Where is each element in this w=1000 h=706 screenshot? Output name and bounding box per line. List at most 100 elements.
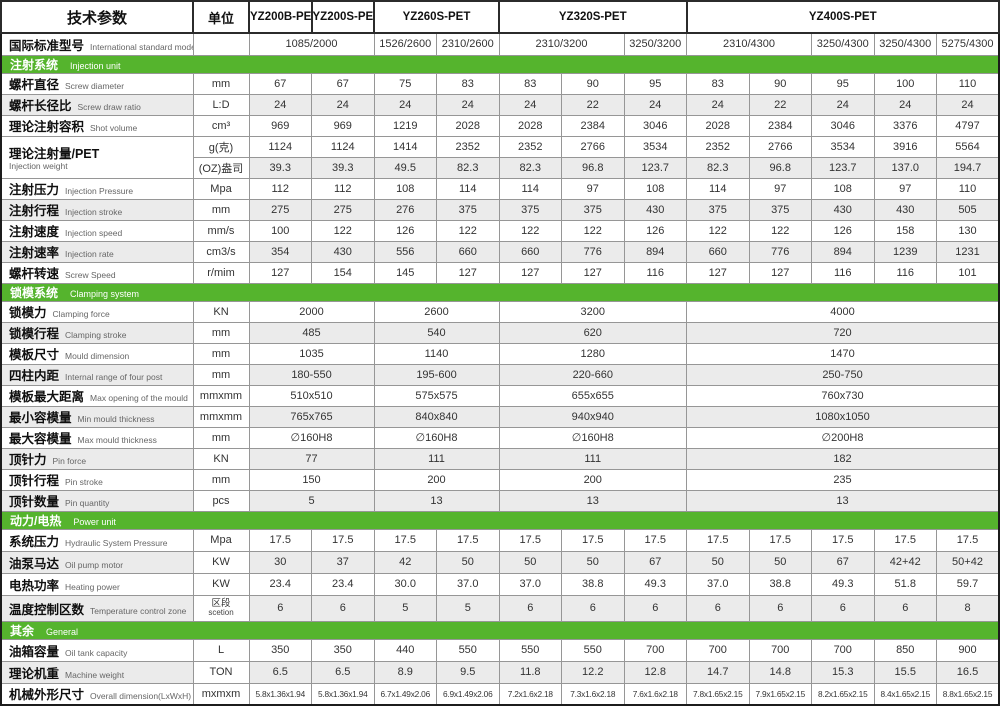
value-cell: 50 (561, 550, 625, 574)
value-cell: 6 (686, 594, 750, 622)
section-title-zh: 注射系统 (10, 57, 59, 72)
table-row: 锁模行程 Clamping stroke mm 485 540 620 720 (0, 321, 1000, 344)
row-label-en: Max mould thickness (77, 435, 157, 445)
unit-cell: mm (192, 321, 250, 344)
unit-text: mm (211, 473, 231, 486)
value-cell: 67 (623, 550, 687, 574)
unit-cell: mm (192, 342, 250, 365)
value-cell: 540 (373, 321, 500, 344)
row-label: 理论机重 Machine weight (0, 660, 194, 684)
value-cell: 7.2x1.6x2.18 (498, 682, 562, 706)
row-label: 国际标准型号 International standard model (0, 32, 194, 56)
value-cell: 2310/4300 (686, 32, 812, 56)
value-cell: 5.8x1.36x1.94 (248, 682, 312, 706)
value-cell: 276 (373, 198, 437, 221)
row-label: 顶针数量 Pin quantity (0, 489, 194, 512)
row-label: 油箱容量 Oil tank capacity (0, 638, 194, 662)
value-cell: 23.4 (248, 572, 312, 596)
value-cell: 550 (436, 638, 500, 662)
table-row: 注射行程 Injection stroke mm 275 275 276 375 375 375… (0, 198, 1000, 221)
value-cell: 112 (248, 177, 312, 200)
value-cell: 969 (248, 114, 312, 137)
value-cell: 23.4 (311, 572, 375, 596)
value-cell: 42+42 (873, 550, 937, 574)
value-cell: 111 (373, 447, 500, 470)
value-cell: 37.0 (498, 572, 562, 596)
unit-cell: (OZ)盎司 (192, 156, 250, 179)
value-cell: 720 (686, 321, 1000, 344)
value-cell: 17.5 (373, 528, 437, 552)
value-cell: 17.5 (561, 528, 625, 552)
value-cell: 83 (436, 72, 500, 95)
table-row: 理论注射容积 Shot volume cm³ 969 969 1219 2028 2028 23… (0, 114, 1000, 137)
value-cell: 83 (686, 72, 750, 95)
value-cell: 3534 (623, 135, 687, 158)
section-bar-row: 注射系统 Injection unit (1, 54, 999, 74)
value-cell: 49.3 (623, 572, 687, 596)
unit-text: KW (212, 556, 230, 568)
row-label: 电热功率 Heating power (0, 572, 194, 596)
value-cell: ∅160H8 (373, 426, 500, 449)
row-label-zh: 锁模行程 (9, 327, 60, 341)
value-cell: 122 (686, 219, 750, 242)
value-cell: 5 (436, 594, 500, 622)
unit-text: mm (211, 203, 231, 216)
value-cell: 95 (811, 72, 875, 95)
row-label: 螺杆转速 Screw Speed (0, 261, 194, 284)
unit-text: Mpa (210, 182, 232, 195)
value-cell: 17.5 (623, 528, 687, 552)
row-label-en: Mould dimension (65, 351, 130, 361)
unit-cell: mmxmm (192, 405, 250, 428)
value-cell: 127 (686, 261, 750, 284)
table-row: 油泵马达 Oil pump motor KW 30 37 42 50 50 50 67 50 50 67… (0, 550, 1000, 574)
row-label: 注射速率 Injection rate (0, 240, 194, 263)
unit-text: mm (211, 347, 231, 360)
value-cell: 14.7 (686, 660, 750, 684)
value-cell: 67 (248, 72, 312, 95)
value-cell: 82.3 (498, 156, 562, 179)
value-cell: 8 (936, 594, 1000, 622)
table-row: (OZ)盎司 39.3 39.3 49.5 82.3 82.3 96.8 123.7 82.3 9… (1, 156, 1000, 179)
unit-text: KN (213, 305, 229, 318)
value-cell: 430 (623, 198, 687, 221)
value-cell: 660 (498, 240, 562, 263)
table-row: 机械外形尺寸 Overall dimension(LxWxH) mxmxm 5.8x1… (0, 682, 1000, 706)
value-cell: 354 (248, 240, 312, 263)
value-cell: 894 (811, 240, 875, 263)
value-cell: 111 (498, 447, 687, 470)
row-label-en: Overall dimension(LxWxH) (90, 691, 192, 702)
section-bar-row: 其余 General (1, 620, 999, 640)
value-cell: 37.0 (686, 572, 750, 596)
row-label-en: Machine weight (65, 669, 125, 680)
value-cell: 760x730 (686, 384, 1000, 407)
section-title-en: Injection unit (70, 60, 121, 71)
value-cell: 3376 (873, 114, 937, 137)
row-label-zh: 顶针行程 (9, 474, 60, 488)
value-cell: 182 (686, 447, 1000, 470)
row-label-zh: 注射速度 (9, 225, 60, 239)
row-label-zh: 锁模力 (9, 306, 47, 320)
unit-cell: L (192, 638, 250, 662)
row-label-zh: 理论注射容积 (9, 120, 85, 134)
value-cell: 2352 (436, 135, 500, 158)
value-cell: 620 (498, 321, 687, 344)
value-cell: 95 (623, 72, 687, 95)
value-cell: 123.7 (623, 156, 687, 179)
value-cell: 50 (498, 550, 562, 574)
unit-cell: cm3/s (192, 240, 250, 263)
value-cell: ∅160H8 (248, 426, 375, 449)
value-cell: 3046 (811, 114, 875, 137)
section-title-zh: 其余 (10, 623, 35, 638)
value-cell: 116 (873, 261, 937, 284)
value-cell: 200 (373, 468, 500, 491)
value-cell: 2352 (498, 135, 562, 158)
value-cell: 505 (936, 198, 1000, 221)
value-cell: 510x510 (248, 384, 375, 407)
value-cell: 83 (498, 72, 562, 95)
row-label: 系统压力 Hydraulic System Pressure (0, 528, 194, 552)
value-cell: 8.2x1.65x2.15 (811, 682, 875, 706)
value-cell: 375 (748, 198, 812, 221)
value-cell: 3250/4300 (873, 32, 937, 56)
value-cell: 50 (748, 550, 812, 574)
row-label: 四柱内距 Internal range of four post (0, 363, 194, 386)
